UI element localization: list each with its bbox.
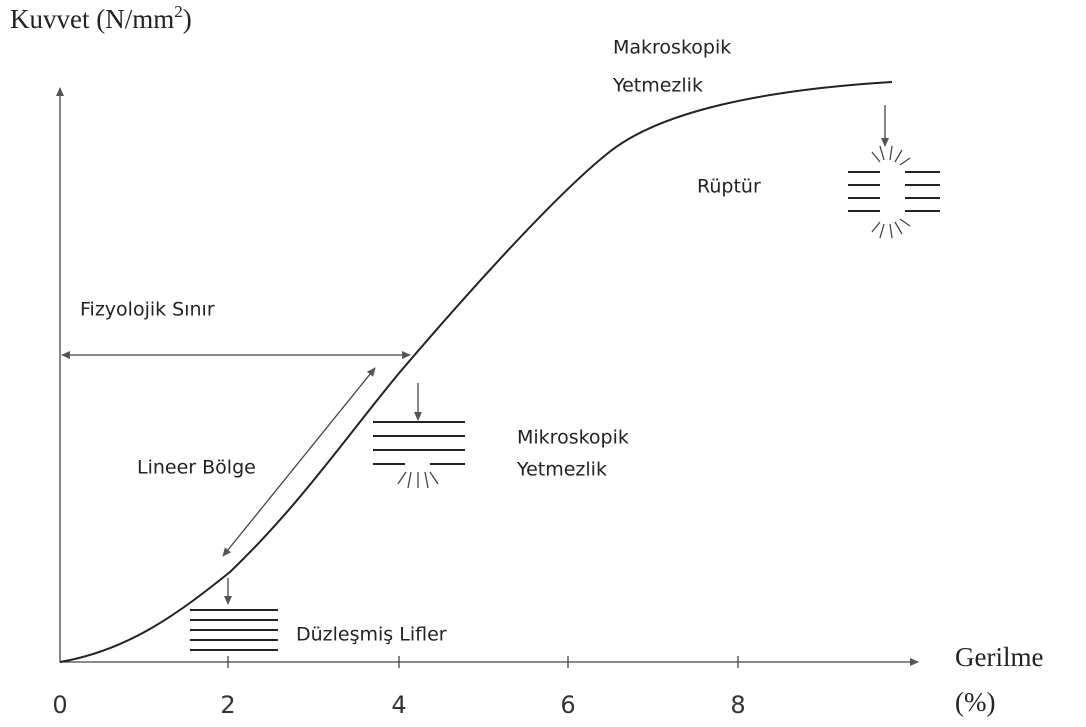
x-axis-unit: (%) [955, 687, 995, 717]
x-tick-label: 6 [560, 691, 575, 719]
x-tick-label: 0 [52, 691, 67, 719]
x-tick-label: 4 [391, 691, 406, 719]
linear-arrow [222, 367, 376, 557]
annotation: Mikroskopik [517, 427, 629, 449]
annotation: Yetmezlik [516, 459, 607, 481]
annotation: Lineer Bölge [137, 457, 256, 479]
rupture-symbol [848, 105, 940, 239]
x-tick-label: 8 [730, 691, 745, 719]
annotation: Fizyolojik Sınır [80, 299, 215, 321]
x-ticks [227, 656, 739, 668]
x-axis-label: Gerilme [955, 642, 1043, 672]
annotation: Düzleşmiş Lifler [296, 624, 447, 646]
curve [59, 81, 893, 663]
annotation: Makroskopik [613, 37, 731, 59]
x-tick-label: 2 [220, 691, 235, 719]
annotation: Rüptür [697, 176, 761, 198]
micro-symbol [373, 383, 465, 489]
y-axis-label: Kuvvet (N/mm2) [10, 2, 192, 34]
annotation: Yetmezlik [612, 75, 703, 97]
fibers-symbol [190, 578, 278, 651]
